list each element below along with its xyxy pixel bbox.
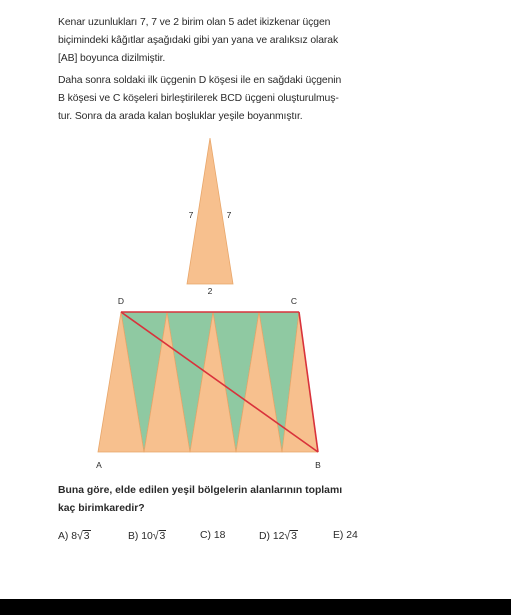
row-triangle xyxy=(97,311,145,453)
intro-line: Kenar uzunlukları 7, 7 ve 2 birim olan 5… xyxy=(58,17,331,28)
step-line: B köşesi ve C köşeleri birleştirilerek B… xyxy=(58,93,339,104)
answer-options: A) 8√3 B) 10√3 C) 18 D) 12√3 E) 24 xyxy=(58,530,378,546)
vertex-label-D: D xyxy=(118,296,124,306)
option-letter: D) xyxy=(259,531,270,542)
bottom-bar xyxy=(0,599,511,615)
intro-line: [AB] boyunca dizilmiştir. xyxy=(58,53,166,64)
vertex-label-B: B xyxy=(315,460,321,470)
option-value: 18 xyxy=(213,530,226,541)
option-c[interactable]: C) 18 xyxy=(200,530,225,541)
intro-paragraph: Kenar uzunlukları 7, 7 ve 2 birim olan 5… xyxy=(58,14,363,68)
option-e[interactable]: E) 24 xyxy=(333,530,358,541)
question-line: kaç birimkaredir? xyxy=(58,503,145,514)
option-coef: 12 xyxy=(272,531,285,542)
reference-triangle xyxy=(186,137,234,285)
step-paragraph: Daha sonra soldaki ilk üçgenin D köşesi … xyxy=(58,72,363,126)
vertex-label-A: A xyxy=(96,460,102,470)
step-line: Daha sonra soldaki ilk üçgenin D köşesi … xyxy=(58,75,342,86)
radical-icon: √ xyxy=(152,530,159,543)
reference-base-label: 2 xyxy=(208,286,213,296)
vertex-label-C: C xyxy=(291,296,297,306)
option-a[interactable]: A) 8√3 xyxy=(58,530,91,543)
option-letter: E) xyxy=(333,530,344,541)
row-triangle xyxy=(143,311,191,453)
geometry-figure: 7 7 2 D C A B xyxy=(96,137,321,470)
option-d[interactable]: D) 12√3 xyxy=(259,530,298,543)
line-CB xyxy=(298,311,319,453)
question-text: Buna göre, elde edilen yeşil bölgelerin … xyxy=(58,482,342,518)
option-letter: B) xyxy=(128,531,139,542)
row-triangle xyxy=(235,311,283,453)
option-coef: 10 xyxy=(141,531,153,542)
intro-line: biçimindeki kâğıtlar aşağıdaki gibi yan … xyxy=(58,35,339,46)
option-letter: A) xyxy=(58,531,69,542)
line-DB xyxy=(120,311,319,453)
row-triangle xyxy=(189,311,237,453)
step-line: tur. Sonra da arada kalan boşluklar yeşi… xyxy=(58,111,303,122)
question-line: Buna göre, elde edilen yeşil bölgelerin … xyxy=(58,485,343,496)
option-value: 24 xyxy=(346,530,358,541)
option-radicand: 3 xyxy=(290,530,298,542)
option-radicand: 3 xyxy=(82,530,91,542)
reference-side-label-right: 7 xyxy=(227,210,232,220)
option-coef: 8 xyxy=(71,531,78,542)
option-b[interactable]: B) 10√3 xyxy=(128,530,167,543)
radical-icon: √ xyxy=(284,530,291,543)
option-radicand: 3 xyxy=(158,530,167,542)
reference-side-label-left: 7 xyxy=(189,210,194,220)
option-letter: C) xyxy=(200,530,211,541)
radical-icon: √ xyxy=(77,530,83,543)
